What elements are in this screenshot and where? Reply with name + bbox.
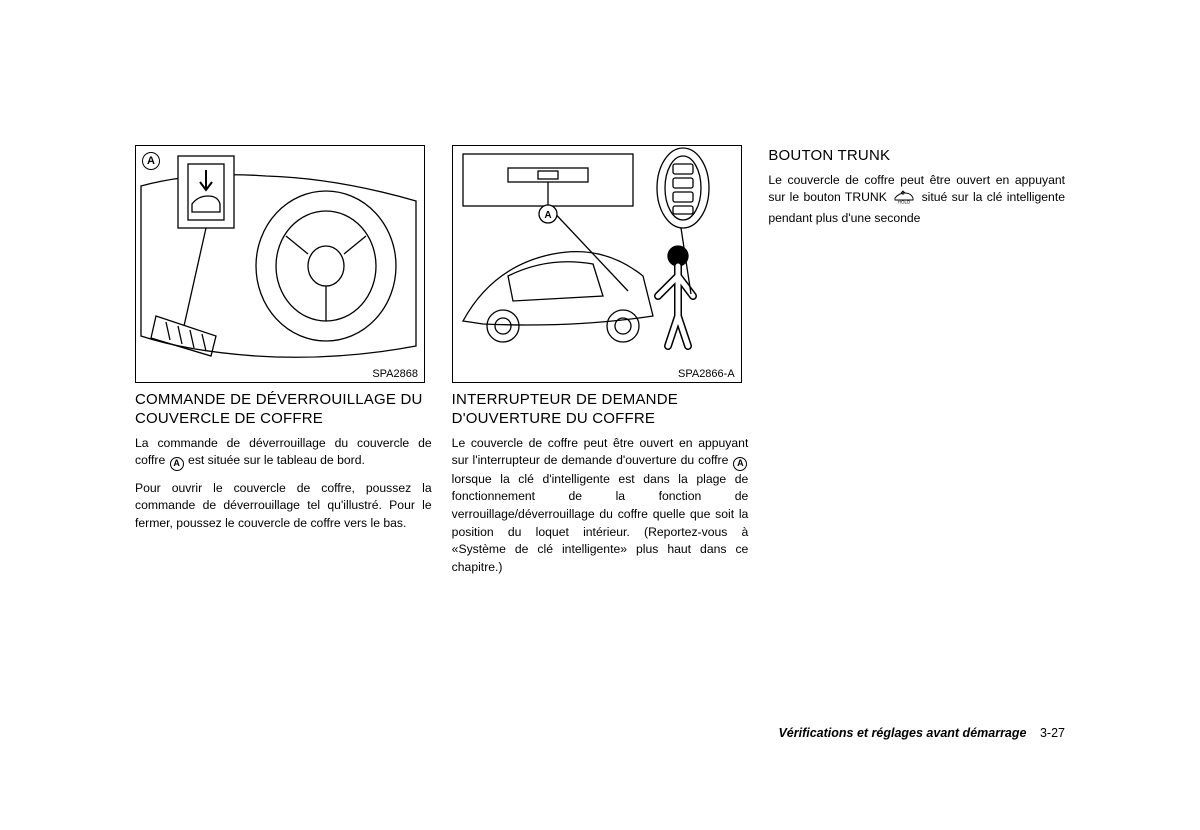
footer-section-name: Vérifications et réglages avant démarrag…: [778, 726, 1026, 740]
paragraph-1-1: La commande de déverrouillage du couverc…: [135, 435, 432, 471]
text-span: Le couvercle de coffre peut être ouvert …: [452, 436, 749, 468]
figure-2-illustration: A: [453, 146, 739, 380]
figure-2-label: SPA2866-A: [678, 368, 735, 380]
trunk-hold-icon: HOLD: [893, 190, 915, 210]
column-1: A: [135, 145, 432, 586]
figure-1-illustration: [136, 146, 422, 380]
paragraph-1-2: Pour ouvrir le couvercle de coffre, pous…: [135, 480, 432, 533]
figure-1: A: [135, 145, 425, 383]
text-span: est située sur le tableau de bord.: [185, 453, 365, 467]
footer-page-number: 3-27: [1040, 726, 1065, 740]
section-heading-3: BOUTON TRUNK: [768, 147, 1065, 166]
section-heading-2: INTERRUPTEUR DE DEMANDE D'OUVERTURE DU C…: [452, 391, 749, 429]
column-2: A SPA2866-A INTERRUPTEUR DE DEMANDE D'OU…: [452, 145, 749, 586]
page-content: A: [135, 145, 1065, 586]
svg-text:A: A: [544, 210, 551, 221]
paragraph-2-1: Le couvercle de coffre peut être ouvert …: [452, 435, 749, 577]
marker-a-icon: A: [733, 457, 747, 471]
marker-a-icon: A: [170, 457, 184, 471]
figure-marker-a-icon: A: [142, 152, 160, 170]
page-footer: Vérifications et réglages avant démarrag…: [778, 726, 1065, 740]
figure-1-label: SPA2868: [372, 368, 418, 380]
text-span: lorsque la clé d'intelligente est dans l…: [452, 472, 749, 574]
column-3: BOUTON TRUNK Le couvercle de coffre peut…: [768, 145, 1065, 586]
svg-text:HOLD: HOLD: [898, 200, 911, 205]
columns-layout: A: [135, 145, 1065, 586]
section-heading-1: COMMANDE DE DÉVERROUILLAGE DU COUVERCLE …: [135, 391, 432, 429]
figure-2: A SPA2866-A: [452, 145, 742, 383]
paragraph-3-1: Le couvercle de coffre peut être ouvert …: [768, 172, 1065, 228]
